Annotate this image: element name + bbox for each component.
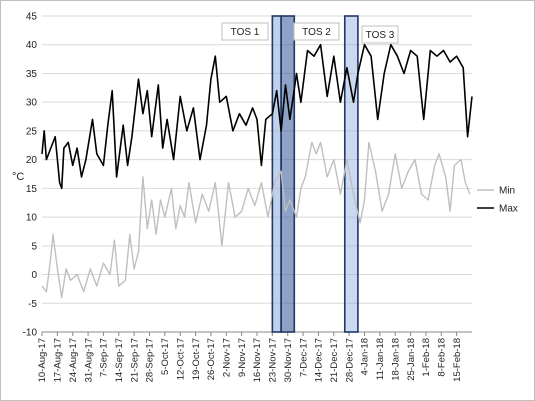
x-tick-label: 23-Nov-17 [268, 338, 279, 382]
x-tick-label: 2-Nov-17 [221, 338, 232, 377]
x-tick-label: 17-Aug-17 [53, 338, 64, 382]
x-tick-label: 19-Oct-17 [191, 338, 202, 380]
y-tick-label: 5 [31, 241, 37, 252]
x-tick-label: 21-Dec-17 [329, 338, 340, 382]
tos-label-box-1 [221, 22, 269, 41]
y-tick-label: 10 [26, 213, 38, 224]
legend: Min Max [477, 186, 518, 215]
y-axis-label: °C [12, 171, 24, 183]
x-tick-label: 5-Oct-17 [160, 338, 171, 375]
x-tick-label: 12-Oct-17 [175, 338, 186, 380]
tos-band-3 [343, 15, 359, 333]
x-tick-label: 16-Nov-17 [252, 338, 263, 382]
x-tick-label: 18-Jan-18 [390, 338, 401, 381]
series-line-max [41, 43, 473, 190]
x-tick-label: 1-Feb-18 [421, 338, 432, 377]
tos-label-box-2 [293, 22, 340, 41]
tos-label-2: TOS 2 [302, 27, 331, 38]
y-tick-label: -5 [28, 299, 37, 310]
x-tick-label: 14-Sep-17 [114, 338, 125, 382]
tos-band-2 [280, 15, 296, 333]
series-line-min [41, 141, 471, 299]
x-tick-label: 25-Jan-18 [406, 338, 417, 381]
y-tick-label: -10 [23, 328, 38, 339]
x-tick-label: 31-Aug-17 [83, 338, 94, 382]
x-tick-label: 7-Dec-17 [298, 338, 309, 377]
x-tick-label: 26-Oct-17 [206, 338, 217, 380]
tos-label-1: TOS 1 [231, 27, 260, 38]
y-tick-label: 20 [26, 155, 38, 166]
y-tick-label: 25 [26, 126, 38, 137]
tos-label-box-3 [361, 25, 399, 44]
x-tick-label: 24-Aug-17 [68, 338, 79, 382]
x-tick-label: 30-Nov-17 [283, 338, 294, 382]
legend-label-max: Max [499, 204, 518, 215]
x-tick-label: 10-Aug-17 [37, 338, 48, 382]
x-tick-label: 21-Sep-17 [129, 338, 140, 382]
x-tick-label: 11-Jan-18 [375, 338, 386, 380]
y-tick-label: 15 [26, 184, 38, 195]
x-tick-label: 4-Jan-18 [360, 338, 371, 376]
tos-labels: TOS 1 TOS 2 TOS 3 [221, 22, 399, 44]
x-tick-label: 15-Feb-18 [452, 338, 463, 382]
y-tick-label: 40 [26, 40, 38, 51]
x-tick-label: 9-Nov-17 [237, 338, 248, 377]
x-axis: 10-Aug-17 17-Aug-17 24-Aug-17 31-Aug-17 7-Se… [37, 332, 463, 382]
x-tick-label: 28-Sep-17 [145, 338, 156, 382]
x-tick-label: 7-Sep-17 [99, 338, 110, 377]
x-tick-label: 14-Dec-17 [314, 338, 325, 382]
y-tick-label: 30 [26, 98, 38, 109]
legend-label-min: Min [499, 186, 515, 197]
y-axis: -10 -5 0 5 10 15 20 25 30 35 40 45 [23, 12, 472, 339]
x-tick-label: 28-Dec-17 [344, 338, 355, 382]
tos-label-3: TOS 3 [366, 30, 395, 41]
x-tick-label: 8-Feb-18 [436, 338, 447, 377]
tos-bands [271, 15, 359, 333]
series-lines [41, 43, 473, 299]
y-tick-label: 45 [26, 12, 38, 23]
y-tick-label: 35 [26, 69, 38, 80]
y-tick-label: 0 [31, 270, 37, 281]
